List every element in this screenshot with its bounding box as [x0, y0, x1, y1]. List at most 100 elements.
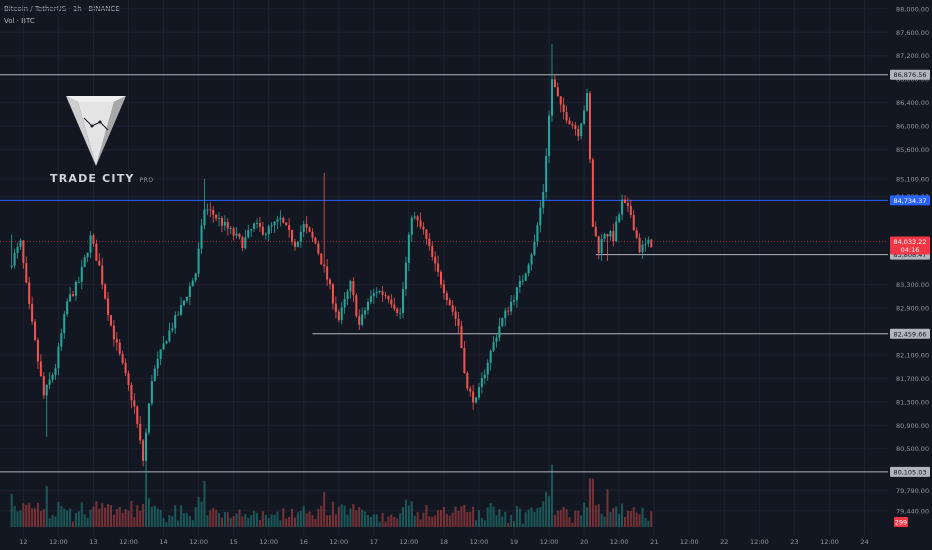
candle-body — [150, 381, 153, 404]
volume-bar — [200, 501, 203, 527]
candle-body — [323, 264, 326, 267]
level-price-badge — [890, 466, 930, 477]
volume-bar — [428, 516, 431, 527]
volume-bar — [98, 508, 101, 527]
current-price-badge — [890, 236, 930, 255]
candle-body — [200, 225, 203, 249]
candle-body — [133, 400, 136, 407]
time-tick-label: 12 — [19, 538, 27, 546]
candle-body — [191, 280, 194, 287]
volume-bar — [477, 510, 480, 527]
volume-bar — [437, 510, 440, 527]
time-tick-label: 12:00 — [680, 538, 699, 546]
candle-body — [390, 299, 393, 305]
volume-bar — [293, 517, 296, 527]
candle-body — [559, 96, 562, 105]
candle-body — [171, 328, 174, 331]
candle-body — [258, 223, 261, 227]
time-tick-label: 14 — [159, 538, 167, 546]
volume-bar — [422, 512, 425, 527]
volume-bar — [550, 464, 554, 527]
volume-bar — [539, 507, 542, 527]
level-price-label: 80,105.03 — [893, 468, 926, 476]
volume-bar — [153, 505, 156, 527]
candle-body — [188, 286, 191, 297]
volume-bar — [185, 512, 188, 527]
candle-body — [603, 234, 606, 239]
candle-body — [194, 273, 197, 281]
time-tick-label: 12:00 — [49, 538, 68, 546]
time-tick-label: 16 — [300, 538, 308, 546]
volume-bar — [16, 511, 19, 527]
candle-body — [594, 226, 597, 237]
volume-bar — [396, 518, 399, 527]
candle-body — [439, 271, 443, 285]
volume-bar — [191, 520, 194, 527]
candle-body — [407, 234, 410, 263]
candle-body — [296, 241, 299, 247]
time-tick-label: 24 — [860, 538, 868, 546]
candle-body — [346, 291, 349, 300]
volume-bar — [574, 510, 577, 527]
candle-body — [317, 243, 320, 254]
volume-bar — [302, 505, 305, 527]
volume-bar — [264, 515, 267, 527]
volume-bar — [13, 505, 16, 527]
level-price-label: 84,734.37 — [893, 197, 926, 205]
price-tick-label: 79,790.00 — [896, 487, 929, 495]
candle-body — [276, 219, 279, 222]
candle-body — [586, 93, 589, 111]
candle-body — [340, 307, 343, 321]
volume-bar — [393, 516, 396, 527]
volume-bar — [337, 506, 340, 527]
volume-indicator-label: Vol · BTC — [4, 17, 35, 25]
candle-body — [413, 216, 416, 218]
volume-bar — [524, 512, 527, 527]
volume-bar — [562, 506, 565, 527]
candle-body — [434, 256, 437, 264]
candle-body — [244, 237, 247, 249]
candle-body — [34, 321, 37, 340]
candle-body — [431, 246, 434, 257]
level-price-badge — [890, 195, 930, 206]
volume-bar — [305, 513, 308, 527]
candle-body — [136, 406, 139, 424]
candle-body — [553, 79, 556, 88]
volume-bar — [475, 520, 478, 527]
candle-body — [220, 218, 223, 226]
candle-body — [606, 234, 609, 237]
volume-bar — [504, 511, 507, 527]
price-axis-bg — [889, 0, 932, 535]
candle-body — [130, 384, 133, 401]
candle-body — [618, 214, 621, 222]
volume-bar — [311, 514, 314, 527]
candle-body — [104, 284, 107, 299]
candle-body — [641, 244, 644, 253]
volume-bar — [22, 503, 25, 527]
candle-body — [302, 223, 305, 233]
volume-bar — [419, 519, 422, 527]
volume-bar — [66, 510, 69, 527]
candle-body — [206, 209, 209, 211]
volume-bar — [343, 505, 346, 527]
candle-body — [115, 339, 118, 343]
candle-body — [69, 294, 72, 302]
volume-bar — [565, 509, 568, 527]
volume-bar — [19, 510, 22, 527]
candle-body — [545, 155, 548, 192]
volume-bar — [609, 512, 612, 527]
volume-bar — [390, 514, 393, 527]
volume-bar — [600, 513, 603, 527]
volume-bar — [261, 511, 264, 527]
candle-body — [226, 221, 229, 229]
volume-bar — [495, 515, 498, 527]
candle-body — [501, 318, 504, 326]
volume-bar — [425, 504, 428, 527]
candle-body — [504, 310, 507, 319]
volume-bar — [101, 502, 104, 527]
volume-bar — [276, 511, 279, 527]
volume-bar — [434, 515, 437, 527]
volume-bar — [25, 504, 28, 527]
volume-bar — [159, 509, 162, 527]
